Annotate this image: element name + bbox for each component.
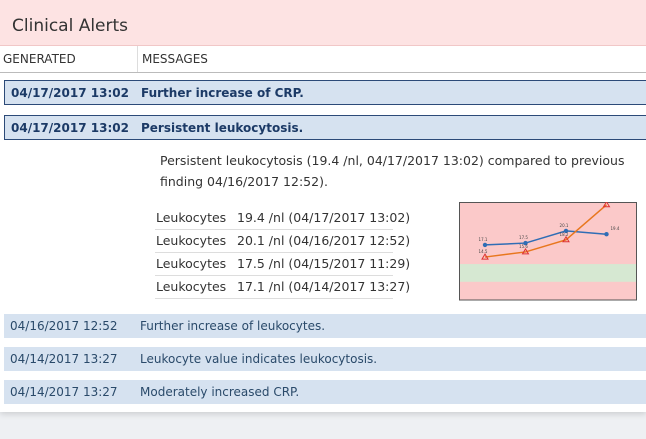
result-name: Leukocytes — [156, 256, 227, 271]
result-row: Leukocytes 17.1 /nl (04/14/2017 13:27) — [155, 276, 410, 299]
header — [0, 0, 646, 46]
alerts-panel: Clinical Alerts GENERATED MESSAGES Persi… — [0, 0, 646, 412]
message: Leukocyte value indicates leukocytosis. — [140, 352, 378, 366]
result-value: 17.1 /nl (04/14/2017 13:27) — [237, 279, 411, 294]
generated: 04/17/2017 13:02 — [11, 121, 129, 135]
data-label: 20.1 — [560, 223, 569, 228]
column-separator — [137, 46, 138, 72]
alert-row[interactable]: 04/17/2017 13:02 Persistent leukocytosis. — [4, 115, 646, 140]
result-name: Leukocytes — [156, 279, 227, 294]
point — [563, 228, 569, 234]
data-label: 17.5 — [519, 235, 528, 240]
point — [562, 235, 570, 243]
result-name: Leukocytes — [156, 233, 227, 248]
result-row: Leukocytes 19.4 /nl (04/17/2017 13:02) — [155, 207, 410, 230]
generated: 04/17/2017 13:02 — [11, 86, 129, 100]
header-border — [0, 72, 646, 73]
message: Persistent leukocytosis. — [141, 121, 304, 135]
point — [602, 202, 611, 208]
chart-background — [459, 202, 637, 300]
result-row: Leukocytes 20.1 /nl (04/16/2017 12:52) — [155, 230, 410, 253]
result-value: 17.5 /nl (04/15/2017 11:29) — [237, 256, 411, 271]
alert-row[interactable]: 04/14/2017 13:27 Moderately increased CRP… — [4, 380, 646, 404]
point — [604, 232, 609, 237]
message: Moderately increased CRP. — [140, 385, 300, 399]
column-header[interactable]: GENERATED — [3, 52, 76, 66]
point — [521, 247, 530, 255]
column-header[interactable]: MESSAGES — [142, 52, 208, 66]
message: Further increase of leukocytes. — [140, 319, 326, 333]
generated: 04/14/2017 13:27 — [10, 385, 118, 399]
result-value: 20.1 /nl (04/16/2017 12:52) — [237, 233, 411, 248]
line — [484, 204, 607, 258]
result-name: Leukocytes — [156, 210, 227, 225]
alert-row[interactable]: 04/16/2017 12:52 Further increase of leuk… — [4, 314, 646, 338]
title: Clinical Alerts — [12, 16, 129, 36]
line — [484, 230, 607, 246]
data-label: 18.2 — [560, 232, 569, 237]
generated: 04/14/2017 13:27 — [10, 352, 118, 366]
data-label: 19.4 — [611, 226, 620, 231]
message: Further increase of CRP. — [141, 86, 304, 100]
generated: 04/16/2017 12:52 — [10, 319, 118, 333]
data-label: 15.6 — [519, 244, 528, 249]
chart-frame — [459, 202, 637, 301]
result-row: Leukocytes 17.5 /nl (04/15/2017 11:29) — [155, 253, 410, 276]
result-value: 19.4 /nl (04/17/2017 13:02) — [237, 210, 411, 225]
point — [481, 253, 489, 260]
detail-text: Persistent leukocytosis (19.4 /nl, 04/17… — [160, 153, 625, 189]
point — [523, 240, 528, 246]
normal-range — [459, 264, 637, 282]
alert-row[interactable]: 04/14/2017 13:27 Leukocyte value indicate… — [4, 347, 646, 371]
point — [482, 242, 488, 248]
mini-chart: 17.117.520.119.414.515.618.225.7 — [459, 202, 637, 301]
data-label: 14.5 — [479, 249, 488, 254]
data-label: 17.1 — [479, 237, 488, 242]
alert-row[interactable]: 04/17/2017 13:02 Further increase of CRP. — [4, 80, 646, 105]
